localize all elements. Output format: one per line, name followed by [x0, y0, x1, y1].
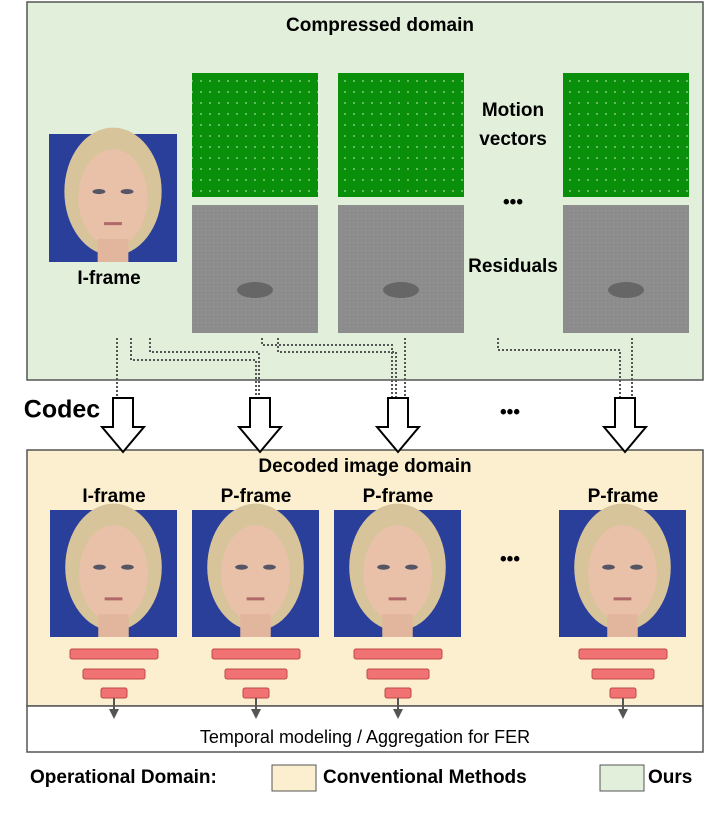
network-layer: [82, 668, 146, 680]
face: [221, 525, 290, 622]
face: [79, 525, 148, 622]
motion-vector-image: [563, 73, 689, 197]
neck: [607, 614, 638, 637]
neck: [240, 614, 271, 637]
compressed-title: Compressed domain: [286, 15, 474, 36]
network-layer: [384, 687, 412, 699]
motion-label: vectors: [479, 129, 547, 150]
neck: [98, 614, 129, 637]
eye: [630, 564, 643, 570]
face-image: [192, 503, 319, 637]
face: [363, 525, 432, 622]
network-layer: [591, 668, 655, 680]
codec-arrow: [236, 397, 284, 454]
legend-swatch: [271, 764, 317, 792]
network-layer: [609, 687, 637, 699]
eye: [602, 564, 615, 570]
frame-label: P-frame: [588, 486, 659, 507]
face-image: [50, 503, 177, 637]
network-layer: [224, 668, 288, 680]
decoded-title: Decoded image domain: [258, 456, 471, 477]
eye: [405, 564, 418, 570]
legend-swatch: [599, 764, 645, 792]
ellipsis: •••: [500, 549, 520, 570]
aggregation-box: [26, 705, 704, 753]
motion-vector-image: [338, 73, 464, 197]
frame-label: P-frame: [221, 486, 292, 507]
network-layer: [211, 648, 301, 660]
codec-arrow: [374, 397, 422, 454]
legend-item: Ours: [648, 767, 692, 788]
residual-image: [192, 205, 318, 333]
residual-detail: [383, 282, 419, 298]
ellipsis: •••: [500, 402, 520, 423]
neck: [382, 614, 413, 637]
network-layer: [69, 648, 159, 660]
face-image: [49, 127, 177, 262]
residuals-label: Residuals: [468, 256, 558, 277]
frame-label: I-frame: [82, 486, 145, 507]
aggregation-label: Temporal modeling / Aggregation for FER: [200, 727, 530, 747]
legend-item: Conventional Methods: [323, 767, 527, 788]
legend-title: Operational Domain:: [30, 767, 217, 788]
face: [588, 525, 657, 622]
eye: [92, 189, 106, 195]
face-image: [334, 503, 461, 637]
face: [78, 149, 148, 247]
eye: [377, 564, 390, 570]
motion-vector-image: [192, 73, 318, 197]
eye: [235, 564, 248, 570]
motion-label: Motion: [482, 100, 544, 121]
network-layer: [578, 648, 668, 660]
residual-detail: [237, 282, 273, 298]
residual-image: [563, 205, 689, 333]
residual-image: [338, 205, 464, 333]
iframe-label: I-frame: [77, 268, 140, 289]
ellipsis: •••: [503, 192, 523, 213]
residual-detail: [608, 282, 644, 298]
frame-label: P-frame: [363, 486, 434, 507]
codec-label: Codec: [24, 396, 101, 424]
connectors: [116, 338, 633, 398]
eye: [120, 189, 134, 195]
eye: [263, 564, 276, 570]
face-image: [559, 503, 686, 637]
codec-arrow: [601, 397, 649, 454]
codec-arrow: [99, 397, 147, 454]
neck: [97, 238, 129, 262]
network-layer: [366, 668, 430, 680]
network-layer: [242, 687, 270, 699]
eye: [121, 564, 134, 570]
eye: [93, 564, 106, 570]
network-layer: [100, 687, 128, 699]
network-layer: [353, 648, 443, 660]
